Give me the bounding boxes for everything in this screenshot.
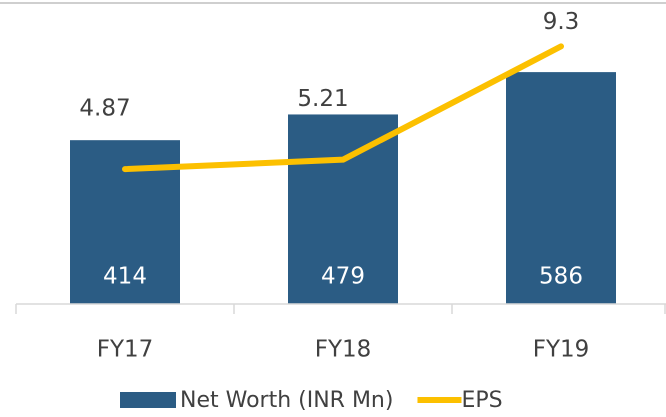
line-value-label: 9.3 [543, 9, 580, 35]
bar-value-label: 479 [321, 264, 365, 290]
legend-label: Net Worth (INR Mn) [180, 388, 393, 413]
bar [506, 72, 616, 305]
line [122, 43, 564, 173]
bar [288, 114, 398, 305]
x-tick-label: FY17 [97, 337, 154, 363]
line-value-label: 4.87 [79, 96, 130, 122]
line-value-label: 5.21 [297, 86, 348, 112]
bar-value-label: 586 [539, 264, 583, 290]
x-tick-label: FY19 [533, 337, 590, 363]
legend-swatch [120, 392, 176, 408]
bar-value-label: 414 [103, 264, 147, 290]
x-tick-label: FY18 [315, 337, 372, 363]
legend-label: EPS [461, 388, 502, 413]
